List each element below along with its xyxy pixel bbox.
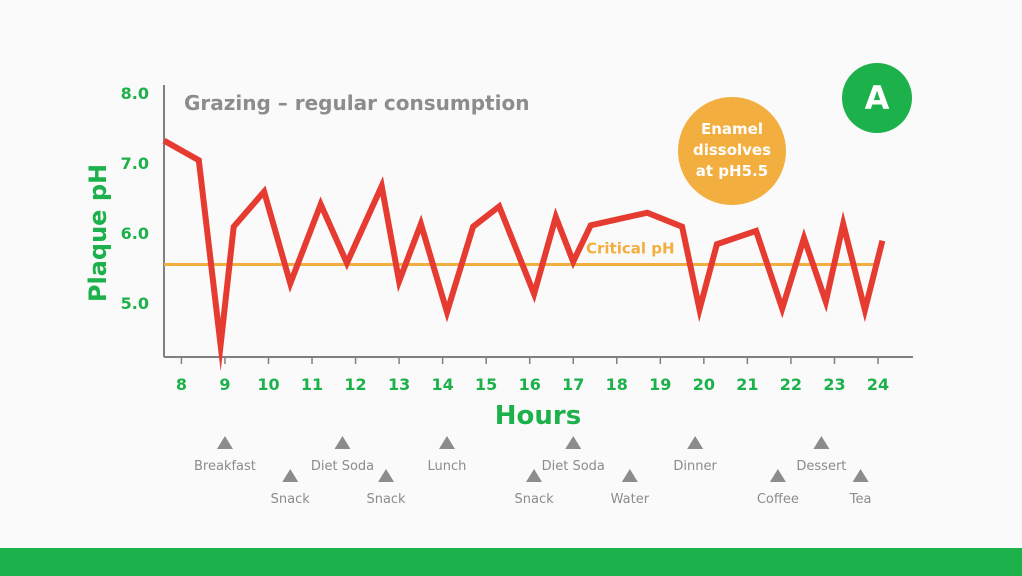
triangle-marker-icon (565, 436, 582, 449)
x-tick-label-9: 9 (219, 375, 230, 394)
x-tick-label-21: 21 (736, 375, 758, 394)
triangle-marker-icon (526, 469, 543, 482)
callout-line: dissolves (693, 141, 771, 159)
callout-line: Enamel (701, 120, 763, 138)
event-label-diet-soda: Diet Soda (542, 459, 605, 474)
x-tick-label-11: 11 (301, 375, 323, 394)
event-label-tea: Tea (849, 492, 872, 507)
series-group (162, 137, 886, 372)
triangle-marker-icon (687, 436, 704, 449)
x-tick-label-10: 10 (257, 375, 279, 394)
x-tick-label-23: 23 (823, 375, 845, 394)
x-axis-title: Hours (495, 401, 581, 431)
critical-ph-label: Critical pH (586, 240, 675, 258)
event-label-snack: Snack (271, 492, 311, 507)
event-label-breakfast: Breakfast (194, 459, 256, 474)
x-tick-label-8: 8 (176, 375, 187, 394)
x-tick-label-13: 13 (388, 375, 410, 394)
x-tick-label-19: 19 (649, 375, 671, 394)
x-tick-label-24: 24 (867, 375, 889, 394)
event-label-water: Water (611, 492, 650, 507)
x-tick-label-12: 12 (344, 375, 366, 394)
plaque-ph-chart: 8 9 10 11 12 13 14 15 16 17 18 19 20 21 22 23 24 5.0 6.0 7.… (84, 63, 913, 507)
footer-bar (0, 548, 1022, 576)
ph-series-line (162, 137, 886, 372)
enamel-callout: Enamel dissolves at pH5.5 (678, 97, 786, 205)
event-label-dinner: Dinner (673, 459, 717, 474)
x-tick-label-16: 16 (519, 375, 541, 394)
x-tick-label-20: 20 (693, 375, 715, 394)
triangle-marker-icon (378, 469, 395, 482)
x-tick-label-22: 22 (780, 375, 802, 394)
event-label-lunch: Lunch (428, 459, 467, 474)
triangle-marker-icon (216, 436, 233, 449)
meal-markers: Breakfast Snack Diet Soda Snack Lunch Snack Di… (194, 436, 871, 507)
triangle-marker-icon (621, 469, 638, 482)
x-tick-label-18: 18 (606, 375, 628, 394)
callout-line: at pH5.5 (696, 162, 768, 180)
y-tick-label-6.0: 6.0 (121, 224, 149, 243)
axes (163, 85, 913, 358)
callout-circle (678, 97, 786, 205)
event-label-snack: Snack (366, 492, 406, 507)
triangle-marker-icon (334, 436, 351, 449)
y-tick-label-7.0: 7.0 (121, 154, 149, 173)
callout-text: Enamel dissolves at pH5.5 (693, 120, 771, 180)
triangle-marker-icon (438, 436, 455, 449)
triangle-marker-icon (813, 436, 830, 449)
badge-label: A (865, 79, 890, 117)
triangle-marker-icon (282, 469, 299, 482)
y-axis-title: Plaque pH (84, 164, 112, 302)
badge-a: A (842, 63, 912, 133)
event-label-coffee: Coffee (757, 492, 799, 507)
event-label-dessert: Dessert (796, 459, 846, 474)
x-tick-label-14: 14 (432, 375, 454, 394)
event-label-diet-soda: Diet Soda (311, 459, 374, 474)
triangle-marker-icon (852, 469, 869, 482)
y-tick-label-8.0: 8.0 (121, 84, 149, 103)
x-tick-label-17: 17 (562, 375, 584, 394)
y-tick-label-5.0: 5.0 (121, 294, 149, 313)
chart-title: Grazing – regular consumption (184, 91, 529, 115)
x-tick-label-15: 15 (475, 375, 497, 394)
event-label-snack: Snack (514, 492, 554, 507)
triangle-marker-icon (769, 469, 786, 482)
axis-ticks: 8 9 10 11 12 13 14 15 16 17 18 19 20 21 22 23 24 5.0 6.0 7.… (121, 84, 889, 394)
badge-circle (842, 63, 912, 133)
